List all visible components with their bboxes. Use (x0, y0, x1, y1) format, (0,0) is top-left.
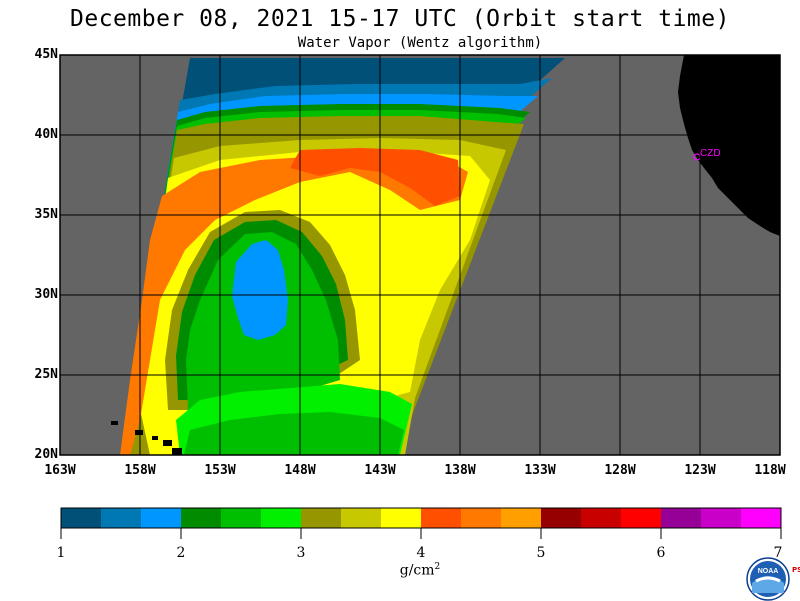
colorbar-swatch (461, 508, 502, 528)
colorbar-tick-label: 3 (296, 545, 306, 561)
longitude-label: 123W (684, 463, 716, 478)
colorbar-tick-label: 4 (416, 545, 426, 561)
colorbar-swatch (341, 508, 382, 528)
colorbar-tick-label: 7 (773, 545, 783, 561)
units-base: g/cm (399, 562, 435, 579)
latitude-label: 45N (34, 47, 58, 62)
map-frame (59, 54, 781, 456)
map-title: December 08, 2021 15-17 UTC (Orbit start… (70, 6, 730, 32)
colorbar-swatch (381, 508, 422, 528)
noaa-logo: NOAA (746, 557, 790, 601)
latitude-label: 20N (34, 447, 58, 462)
map-subtitle: Water Vapor (Wentz algorithm) (297, 35, 543, 51)
longitude-label: 118W (754, 463, 786, 478)
colorbar-swatch (221, 508, 262, 528)
colorbar-swatch (101, 508, 142, 528)
longitude-label: 163W (44, 463, 76, 478)
latitude-label: 40N (34, 127, 58, 142)
colorbar-swatch (741, 508, 782, 528)
land-north-america (678, 55, 780, 236)
colorbar-tick-label: 2 (176, 545, 186, 561)
longitude-label: 148W (284, 463, 316, 478)
colorbar-swatch (301, 508, 342, 528)
colorbar-swatch (541, 508, 582, 528)
colorbar-swatch (661, 508, 702, 528)
longitude-label: 143W (364, 463, 396, 478)
colorbar-swatch (701, 508, 742, 528)
longitude-label: 128W (604, 463, 636, 478)
band-dry-core (232, 240, 288, 340)
band-bright-green-south (184, 412, 404, 455)
latitude-label: 25N (34, 367, 58, 382)
colorbar-swatch (621, 508, 662, 528)
noaa-logo-text: NOAA (758, 568, 779, 575)
colorbar-swatch (181, 508, 222, 528)
longitude-label: 153W (204, 463, 236, 478)
latitude-label: 30N (34, 287, 58, 302)
units-exponent: 2 (434, 562, 441, 572)
longitude-label: 138W (444, 463, 476, 478)
hawaii-islands (111, 421, 182, 455)
band-orange (120, 150, 468, 455)
colorbar (60, 507, 782, 539)
satellite-swath (120, 58, 565, 455)
graticule (60, 55, 780, 455)
colorbar-swatch (501, 508, 542, 528)
colorbar-tick-label: 5 (536, 545, 546, 561)
colorbar-swatch (261, 508, 302, 528)
station-label: CZD (700, 148, 721, 159)
colorbar-tick-label: 6 (656, 545, 666, 561)
colorbar-units: g/cm2 (380, 562, 460, 579)
band-red-orange (290, 148, 460, 206)
longitude-label: 158W (124, 463, 156, 478)
colorbar-tick-label: 1 (56, 545, 66, 561)
longitude-label: 133W (524, 463, 556, 478)
colorbar-swatch (421, 508, 462, 528)
colorbar-swatch (141, 508, 182, 528)
latitude-label: 35N (34, 207, 58, 222)
psl-mark: PSL (792, 566, 800, 574)
colorbar-swatch (61, 508, 102, 528)
colorbar-swatch (581, 508, 622, 528)
